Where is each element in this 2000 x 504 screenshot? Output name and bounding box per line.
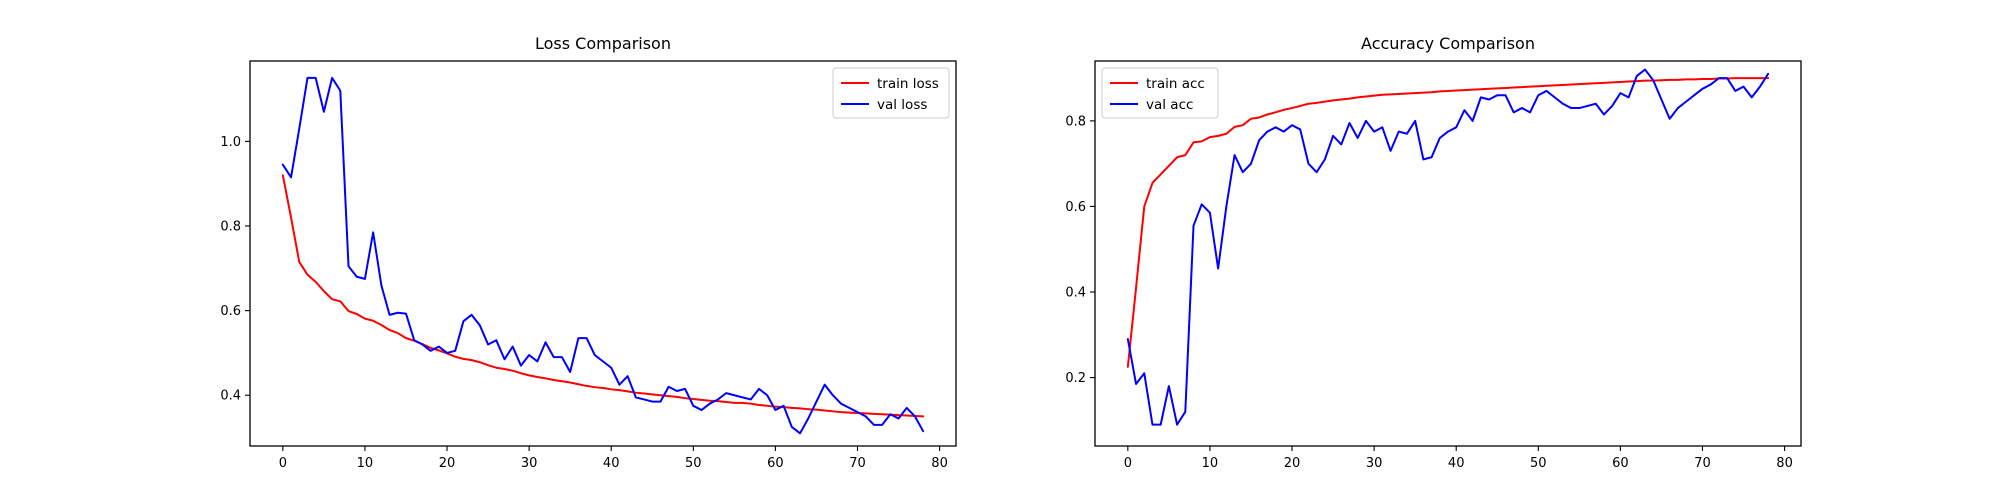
chart-panel-1: Loss Comparison 0 10 20 30 40 50 60 70 80 0.4 0.6 0.… (220, 34, 957, 471)
chart-panel-2: Accuracy Comparison 0 10 20 30 40 50 60 70 80 0.2 0… (1065, 34, 1802, 471)
legend-label: train loss (877, 76, 939, 92)
x-tick-label: 60 (767, 456, 784, 471)
x-tick-label: 60 (1612, 456, 1629, 471)
y-tick-label: 0.8 (220, 220, 241, 235)
chart-title: Accuracy Comparison (1361, 34, 1535, 53)
x-tick-label: 20 (1284, 456, 1301, 471)
y-tick-label: 0.8 (1065, 114, 1086, 129)
x-tick-label: 10 (1202, 456, 1219, 471)
x-tick-label: 30 (521, 456, 538, 471)
x-tick-label: 20 (439, 456, 456, 471)
legend: train loss val loss (832, 67, 950, 119)
y-tick-label: 0.2 (1065, 371, 1086, 386)
x-tick-label: 10 (357, 456, 374, 471)
x-tick-label: 50 (685, 456, 702, 471)
x-tick-label: 0 (279, 456, 287, 471)
legend-box (1101, 67, 1219, 119)
legend-label: val loss (877, 97, 927, 113)
legend-label: val acc (1146, 97, 1193, 113)
series-line-train-acc (1126, 77, 1770, 368)
legend-box (832, 67, 950, 119)
x-tick-label: 80 (931, 456, 948, 471)
x-tick-label: 30 (1366, 456, 1383, 471)
y-tick-label: 1.0 (220, 135, 241, 150)
x-tick-label: 0 (1124, 456, 1132, 471)
series-line-val-acc (1126, 68, 1770, 426)
y-tick-label: 0.6 (220, 304, 241, 319)
series-line-train-loss (281, 174, 925, 418)
series-line-val-loss (281, 76, 925, 435)
legend: train acc val acc (1101, 67, 1219, 119)
x-tick-label: 50 (1530, 456, 1547, 471)
plot-area-frame (249, 60, 957, 447)
y-tick-label: 0.4 (220, 389, 241, 404)
x-tick-label: 40 (603, 456, 620, 471)
legend-label: train acc (1146, 76, 1205, 92)
x-tick-label: 80 (1776, 456, 1793, 471)
y-tick-label: 0.4 (1065, 286, 1086, 301)
x-tick-label: 70 (849, 456, 866, 471)
chart-title: Loss Comparison (535, 34, 671, 53)
y-tick-label: 0.6 (1065, 200, 1086, 215)
x-tick-label: 40 (1448, 456, 1465, 471)
x-tick-label: 70 (1694, 456, 1711, 471)
plot-area-frame (1094, 60, 1802, 447)
